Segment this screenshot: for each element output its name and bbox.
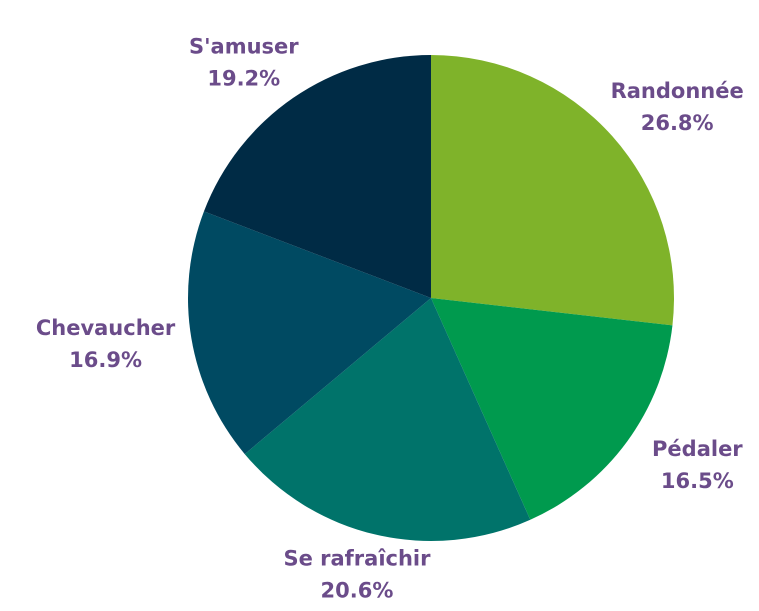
slice-value-label: 20.6% bbox=[321, 579, 394, 603]
pie-slice bbox=[187, 211, 431, 455]
slice-label: Se rafraîchir bbox=[283, 547, 431, 571]
slice-label: S'amuser bbox=[189, 34, 299, 58]
slice-label: Randonnée bbox=[611, 79, 744, 103]
slice-value-label: 26.8% bbox=[641, 111, 714, 135]
slice-label: Pédaler bbox=[652, 437, 743, 461]
pie-slice bbox=[431, 298, 673, 520]
slice-value-label: 16.5% bbox=[661, 469, 734, 493]
pie-slice bbox=[431, 55, 675, 326]
slice-value-label: 19.2% bbox=[207, 66, 280, 90]
slice-value-label: 16.9% bbox=[69, 348, 142, 372]
pie-slice bbox=[244, 298, 531, 541]
slice-label: Chevaucher bbox=[36, 316, 176, 340]
pie-slice bbox=[203, 55, 431, 298]
